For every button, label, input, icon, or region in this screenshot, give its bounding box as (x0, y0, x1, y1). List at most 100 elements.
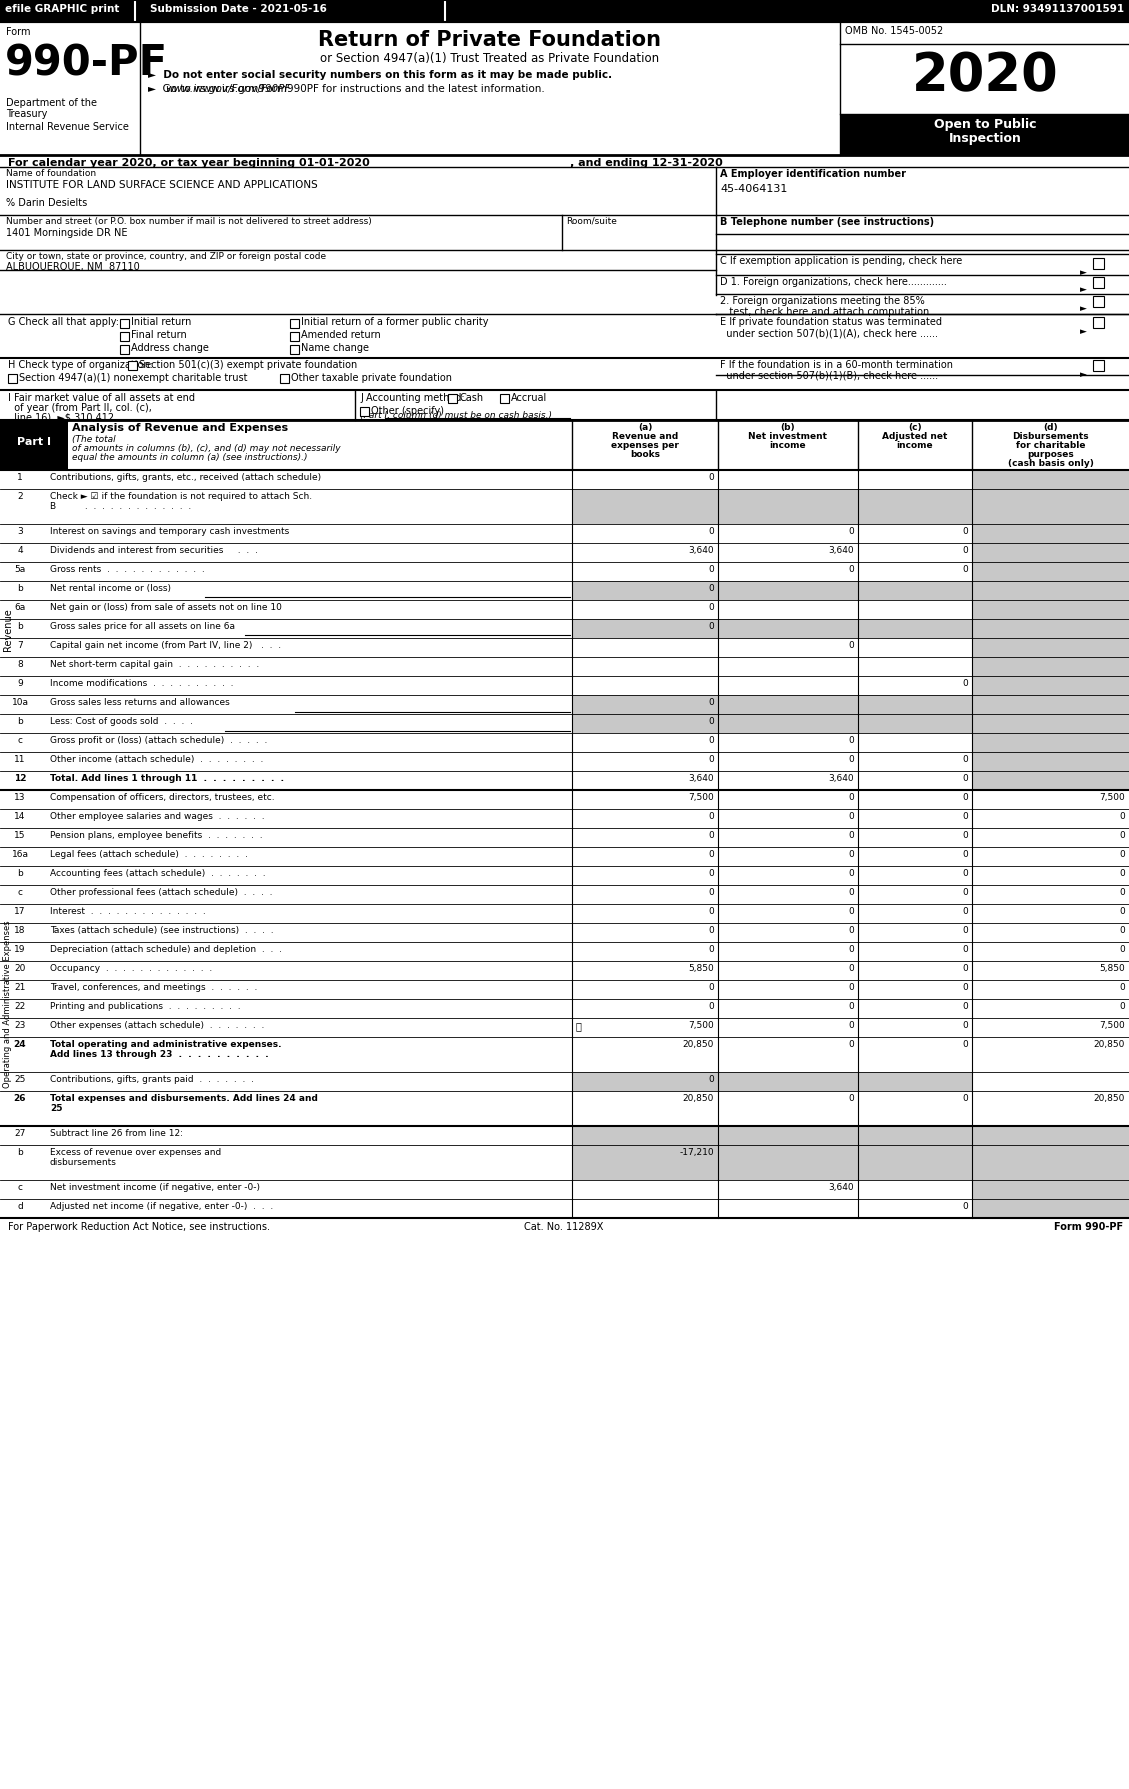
Bar (360, 408, 369, 417)
Text: 0: 0 (708, 887, 714, 896)
Text: 0: 0 (708, 698, 714, 707)
Text: 6a: 6a (15, 603, 26, 612)
Text: (d): (d) (1043, 422, 1058, 431)
Text: Revenue and: Revenue and (612, 431, 679, 442)
Text: 22: 22 (15, 1002, 26, 1011)
Bar (1093, 277, 1104, 288)
Text: 0: 0 (708, 927, 714, 936)
Text: test, check here and attach computation ...: test, check here and attach computation … (720, 308, 942, 317)
Text: Open to Public: Open to Public (934, 118, 1036, 131)
Text: 23: 23 (15, 1022, 26, 1030)
Text: Number and street (or P.O. box number if mail is not delivered to street address: Number and street (or P.O. box number if… (6, 216, 371, 225)
Text: Less: Cost of goods sold  .  .  .  .: Less: Cost of goods sold . . . . (50, 717, 193, 726)
Text: Disbursements: Disbursements (1013, 431, 1088, 442)
Text: Contributions, gifts, grants, etc., received (attach schedule): Contributions, gifts, grants, etc., rece… (50, 472, 321, 481)
Text: Ⓢ: Ⓢ (576, 1022, 581, 1030)
Text: Other (specify): Other (specify) (371, 406, 444, 417)
Text: of year (from Part II, col. (c),: of year (from Part II, col. (c), (8, 403, 152, 413)
Text: Amended return: Amended return (301, 329, 380, 340)
Text: D 1. Foreign organizations, check here.............: D 1. Foreign organizations, check here..… (720, 277, 947, 286)
Text: G Check all that apply:: G Check all that apply: (8, 317, 119, 327)
Text: Check ► ☑ if the foundation is not required to attach Sch.: Check ► ☑ if the foundation is not requi… (50, 492, 312, 501)
Text: (Part I, column (d) must be on cash basis.): (Part I, column (d) must be on cash basi… (360, 411, 552, 420)
Text: ►: ► (1080, 327, 1087, 336)
Bar (0, 0, 1129, 21)
Text: 4: 4 (17, 546, 23, 555)
Bar (858, 619, 972, 639)
Text: Income modifications  .  .  .  .  .  .  .  .  .  .: Income modifications . . . . . . . . . . (50, 680, 234, 689)
Text: -17,210: -17,210 (680, 1149, 714, 1157)
Text: 5a: 5a (15, 565, 26, 574)
Bar (1093, 258, 1104, 268)
Text: ►  Go to www.irs.gov/Form990PF for instructions and the latest information.: ► Go to www.irs.gov/Form990PF for instru… (148, 84, 545, 95)
Text: Legal fees (attach schedule)  .  .  .  .  .  .  .  .: Legal fees (attach schedule) . . . . . .… (50, 850, 248, 859)
Text: 0: 0 (708, 603, 714, 612)
Text: (a): (a) (638, 422, 653, 431)
Text: Contributions, gifts, grants paid  .  .  .  .  .  .  .: Contributions, gifts, grants paid . . . … (50, 1075, 254, 1084)
Bar (500, 394, 509, 403)
Bar (972, 488, 1129, 524)
Text: Initial return of a former public charity: Initial return of a former public charit… (301, 317, 489, 327)
Text: 20: 20 (15, 964, 26, 973)
Text: E If private foundation status was terminated: E If private foundation status was termi… (720, 317, 942, 327)
Text: Net investment income (if negative, enter -0-): Net investment income (if negative, ente… (50, 1183, 260, 1191)
Text: 0: 0 (848, 735, 854, 744)
Text: Other employee salaries and wages  .  .  .  .  .  .: Other employee salaries and wages . . . … (50, 812, 264, 821)
Text: 13: 13 (15, 793, 26, 801)
Text: Gross profit or (loss) (attach schedule)  .  .  .  .  .: Gross profit or (loss) (attach schedule)… (50, 735, 268, 744)
Text: 0: 0 (962, 982, 968, 991)
Text: Excess of revenue over expenses and: Excess of revenue over expenses and (50, 1149, 221, 1157)
Text: ►: ► (1080, 370, 1087, 379)
Text: For calendar year 2020, or tax year beginning 01-01-2020: For calendar year 2020, or tax year begi… (8, 157, 370, 168)
Text: 0: 0 (708, 832, 714, 841)
Text: Room/suite: Room/suite (566, 216, 616, 225)
Text: Adjusted net income (if negative, enter -0-)  .  .  .: Adjusted net income (if negative, enter … (50, 1202, 273, 1211)
Bar (858, 581, 972, 599)
Text: ✓: ✓ (449, 395, 456, 404)
Text: 3: 3 (17, 528, 23, 537)
Text: Other taxable private foundation: Other taxable private foundation (291, 372, 452, 383)
Bar (1093, 295, 1104, 308)
Bar (972, 676, 1129, 694)
Text: Interest on savings and temporary cash investments: Interest on savings and temporary cash i… (50, 528, 289, 537)
Text: 8: 8 (17, 660, 23, 669)
Text: 0: 0 (848, 1039, 854, 1048)
Text: 0: 0 (962, 755, 968, 764)
Text: 0: 0 (848, 832, 854, 841)
Text: 0: 0 (708, 735, 714, 744)
Text: 0: 0 (1119, 982, 1124, 991)
Bar (120, 318, 129, 327)
Text: ►: ► (1080, 268, 1087, 277)
Bar (718, 694, 858, 714)
Text: 0: 0 (848, 927, 854, 936)
Text: Adjusted net: Adjusted net (882, 431, 947, 442)
Text: for charitable: for charitable (1016, 442, 1085, 451)
Text: C If exemption application is pending, check here: C If exemption application is pending, c… (720, 256, 962, 267)
Text: 0: 0 (962, 565, 968, 574)
Text: 0: 0 (962, 1022, 968, 1030)
Text: Net rental income or (loss): Net rental income or (loss) (50, 583, 170, 592)
Bar (120, 345, 129, 354)
Text: I Fair market value of all assets at end: I Fair market value of all assets at end (8, 394, 195, 403)
Text: Form 990-PF: Form 990-PF (1053, 1222, 1123, 1233)
Bar (718, 619, 858, 639)
Text: Compensation of officers, directors, trustees, etc.: Compensation of officers, directors, tru… (50, 793, 274, 801)
Text: DLN: 93491137001591: DLN: 93491137001591 (991, 4, 1124, 14)
Text: 0: 0 (962, 887, 968, 896)
Text: 0: 0 (962, 869, 968, 878)
Bar (718, 581, 858, 599)
Text: 20,850: 20,850 (1094, 1095, 1124, 1104)
Text: b: b (17, 869, 23, 878)
Text: expenses per: expenses per (611, 442, 679, 451)
Text: Other expenses (attach schedule)  .  .  .  .  .  .  .: Other expenses (attach schedule) . . . .… (50, 1022, 264, 1030)
Text: 1: 1 (17, 472, 23, 481)
Text: 0: 0 (1119, 907, 1124, 916)
Text: Name change: Name change (301, 343, 369, 352)
Bar (572, 581, 718, 599)
Text: Printing and publications  .  .  .  .  .  .  .  .  .: Printing and publications . . . . . . . … (50, 1002, 240, 1011)
Text: 0: 0 (848, 945, 854, 954)
Text: c: c (18, 735, 23, 744)
Text: B Telephone number (see instructions): B Telephone number (see instructions) (720, 216, 934, 227)
Text: c: c (18, 887, 23, 896)
Text: under section 507(b)(1)(B), check here ......: under section 507(b)(1)(B), check here .… (720, 370, 938, 381)
